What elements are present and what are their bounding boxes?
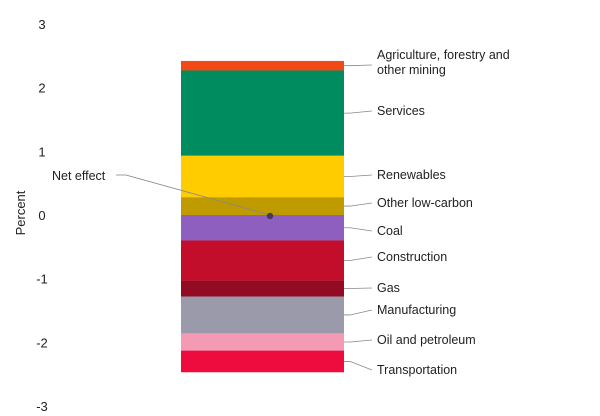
net-effect-group: Net effect (52, 169, 274, 220)
y-tick-label: 0 (38, 208, 45, 223)
segment-label: Construction (377, 250, 447, 264)
y-axis-label: Percent (13, 190, 28, 235)
bar-segment (181, 296, 344, 334)
bar-segments (181, 60, 344, 373)
segment-label: Coal (377, 224, 403, 238)
segment-label: Manufacturing (377, 303, 456, 317)
leader-line (344, 227, 373, 232)
bar-segment (181, 215, 344, 241)
bar-segment (181, 240, 344, 281)
y-tick-label: -2 (36, 335, 48, 350)
segment-label: other mining (377, 63, 446, 77)
segment-label: Oil and petroleum (377, 333, 476, 347)
leader-lines (344, 64, 373, 371)
segment-label: Services (377, 104, 425, 118)
y-tick-label: -1 (36, 272, 48, 287)
y-axis: 3 2 1 0 -1 -2 -3 (36, 17, 48, 414)
y-tick-label: 2 (38, 81, 45, 96)
segment-label: Gas (377, 281, 400, 295)
y-tick-label: 3 (38, 17, 45, 32)
bar-segment (181, 155, 344, 198)
net-effect-leader (125, 174, 271, 216)
segment-label: Renewables (377, 168, 446, 182)
net-effect-marker (266, 212, 274, 220)
leader-line (344, 110, 373, 114)
bar-segment (181, 70, 344, 156)
net-effect-label: Net effect (52, 169, 106, 183)
segment-label: Transportation (377, 363, 457, 377)
bar-segment (181, 280, 344, 297)
bar-segment (181, 197, 344, 215)
bar-segment (181, 350, 344, 373)
bar-segment (181, 333, 344, 351)
leader-line (344, 287, 373, 289)
segment-label: Other low-carbon (377, 196, 473, 210)
leader-line (344, 361, 373, 371)
y-tick-label: -3 (36, 399, 48, 414)
y-tick-label: 1 (38, 144, 45, 159)
leader-line (344, 64, 373, 67)
leader-line (344, 174, 373, 177)
leader-line (344, 202, 373, 207)
leader-line (344, 256, 373, 261)
leader-line (344, 309, 373, 316)
leader-line (344, 339, 373, 343)
segment-label: Agriculture, forestry and (377, 48, 510, 62)
bar-segment (181, 60, 344, 71)
